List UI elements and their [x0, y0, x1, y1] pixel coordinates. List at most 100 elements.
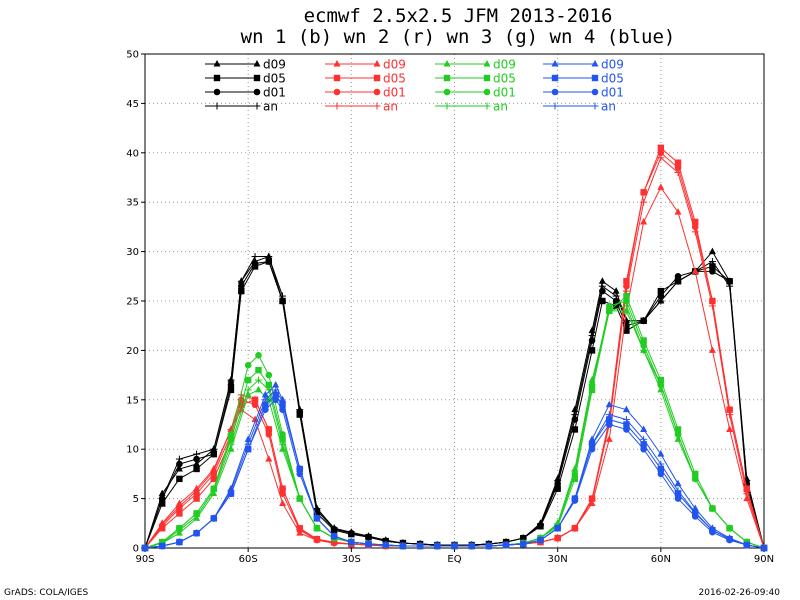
footer-right: 2016-02-26-09:40: [698, 588, 781, 598]
marker-square: [176, 475, 183, 483]
marker-plus: [571, 524, 579, 532]
marker-plus: [519, 540, 527, 548]
marker-plus: [657, 381, 665, 389]
legend-label: d01: [601, 86, 624, 100]
marker-plus: [296, 525, 304, 533]
marker-plus: [588, 440, 596, 448]
marker-square: [373, 74, 381, 82]
marker-plus: [365, 533, 373, 541]
marker-circle: [253, 88, 261, 96]
marker-plus: [571, 411, 579, 419]
marker-plus: [536, 520, 544, 528]
marker-plus: [657, 460, 665, 468]
marker-triangle: [708, 247, 716, 255]
axes: 0 5 10 15 20 25 30 35 40 45 50 90S 60S 30S EQ 30N 60N 90N: [126, 50, 774, 566]
marker-square: [554, 485, 561, 492]
marker-triangle: [588, 435, 596, 442]
marker-plus: [265, 425, 273, 433]
legend-label: d05: [383, 72, 406, 86]
marker-triangle: [551, 60, 559, 67]
marker-plus: [279, 440, 287, 448]
marker-triangle: [272, 380, 280, 388]
marker-plus: [708, 257, 716, 265]
legend-label: d05: [263, 72, 286, 86]
y-tick-label: 15: [126, 395, 139, 406]
marker-circle: [213, 88, 221, 96]
marker-triangle: [726, 425, 734, 432]
marker-plus: [158, 520, 166, 528]
marker-square: [692, 218, 699, 226]
marker-square: [612, 302, 620, 310]
y-tick-label: 20: [126, 346, 139, 357]
marker-triangle: [708, 346, 716, 353]
marker-triangle: [373, 60, 381, 67]
legend-label: d01: [493, 86, 516, 100]
marker-plus: [175, 455, 183, 463]
marker-plus: [743, 490, 751, 498]
marker-plus: [175, 538, 183, 546]
marker-triangle: [640, 425, 648, 432]
marker-plus: [313, 535, 321, 543]
marker-triangle: [251, 415, 259, 423]
marker-plus: [330, 532, 338, 540]
marker-square: [640, 337, 647, 344]
marker-square: [657, 376, 665, 384]
marker-plus: [373, 102, 381, 110]
marker-plus: [254, 376, 262, 384]
marker-plus: [244, 440, 252, 448]
x-tick-label: 30N: [548, 554, 568, 565]
marker-square: [262, 401, 269, 408]
marker-plus: [640, 317, 648, 325]
series-layer: [141, 144, 768, 552]
marker-plus: [399, 542, 407, 550]
marker-square: [591, 74, 599, 82]
legend-label: an: [383, 100, 398, 114]
marker-square: [244, 376, 252, 384]
marker-plus: [640, 346, 648, 354]
marker-circle: [443, 88, 451, 96]
y-tick-label: 45: [126, 99, 139, 110]
chart-subtitle: wn 1 (b) wn 2 (r) wn 3 (g) wn 4 (blue): [241, 26, 676, 48]
marker-triangle: [175, 464, 183, 472]
marker-plus: [175, 503, 183, 511]
y-tick-label: 35: [126, 198, 139, 209]
marker-circle: [591, 88, 599, 96]
marker-circle: [210, 450, 218, 458]
legend-label: an: [601, 100, 616, 114]
marker-plus: [622, 317, 630, 325]
marker-plus: [213, 102, 221, 110]
marker-plus: [272, 386, 280, 394]
marker-plus: [313, 504, 321, 512]
marker-plus: [244, 386, 252, 394]
marker-plus: [640, 198, 648, 206]
marker-square: [176, 510, 183, 517]
marker-circle: [640, 445, 647, 453]
marker-triangle: [253, 60, 261, 67]
marker-plus: [175, 526, 183, 534]
marker-square: [623, 421, 630, 428]
marker-triangle: [657, 183, 665, 190]
marker-triangle: [193, 460, 201, 467]
marker-triangle: [333, 60, 341, 67]
marker-square: [623, 292, 630, 300]
marker-circle: [726, 277, 733, 285]
marker-triangle: [674, 208, 682, 215]
marker-plus: [433, 542, 441, 550]
marker-circle: [251, 260, 259, 267]
marker-plus: [591, 102, 599, 110]
marker-square: [227, 436, 235, 443]
marker-triangle: [279, 499, 287, 507]
marker-square: [640, 441, 647, 448]
marker-plus: [598, 282, 606, 290]
marker-circle: [674, 164, 682, 171]
marker-plus: [657, 297, 665, 305]
marker-triangle: [254, 385, 262, 393]
marker-circle: [640, 189, 647, 196]
marker-plus: [674, 487, 682, 495]
marker-plus: [313, 514, 321, 522]
chart-title: ecmwf 2.5x2.5 JFM 2013-2016: [304, 5, 613, 27]
marker-plus: [726, 411, 734, 419]
marker-plus: [551, 102, 559, 110]
y-tick-label: 30: [126, 247, 139, 258]
